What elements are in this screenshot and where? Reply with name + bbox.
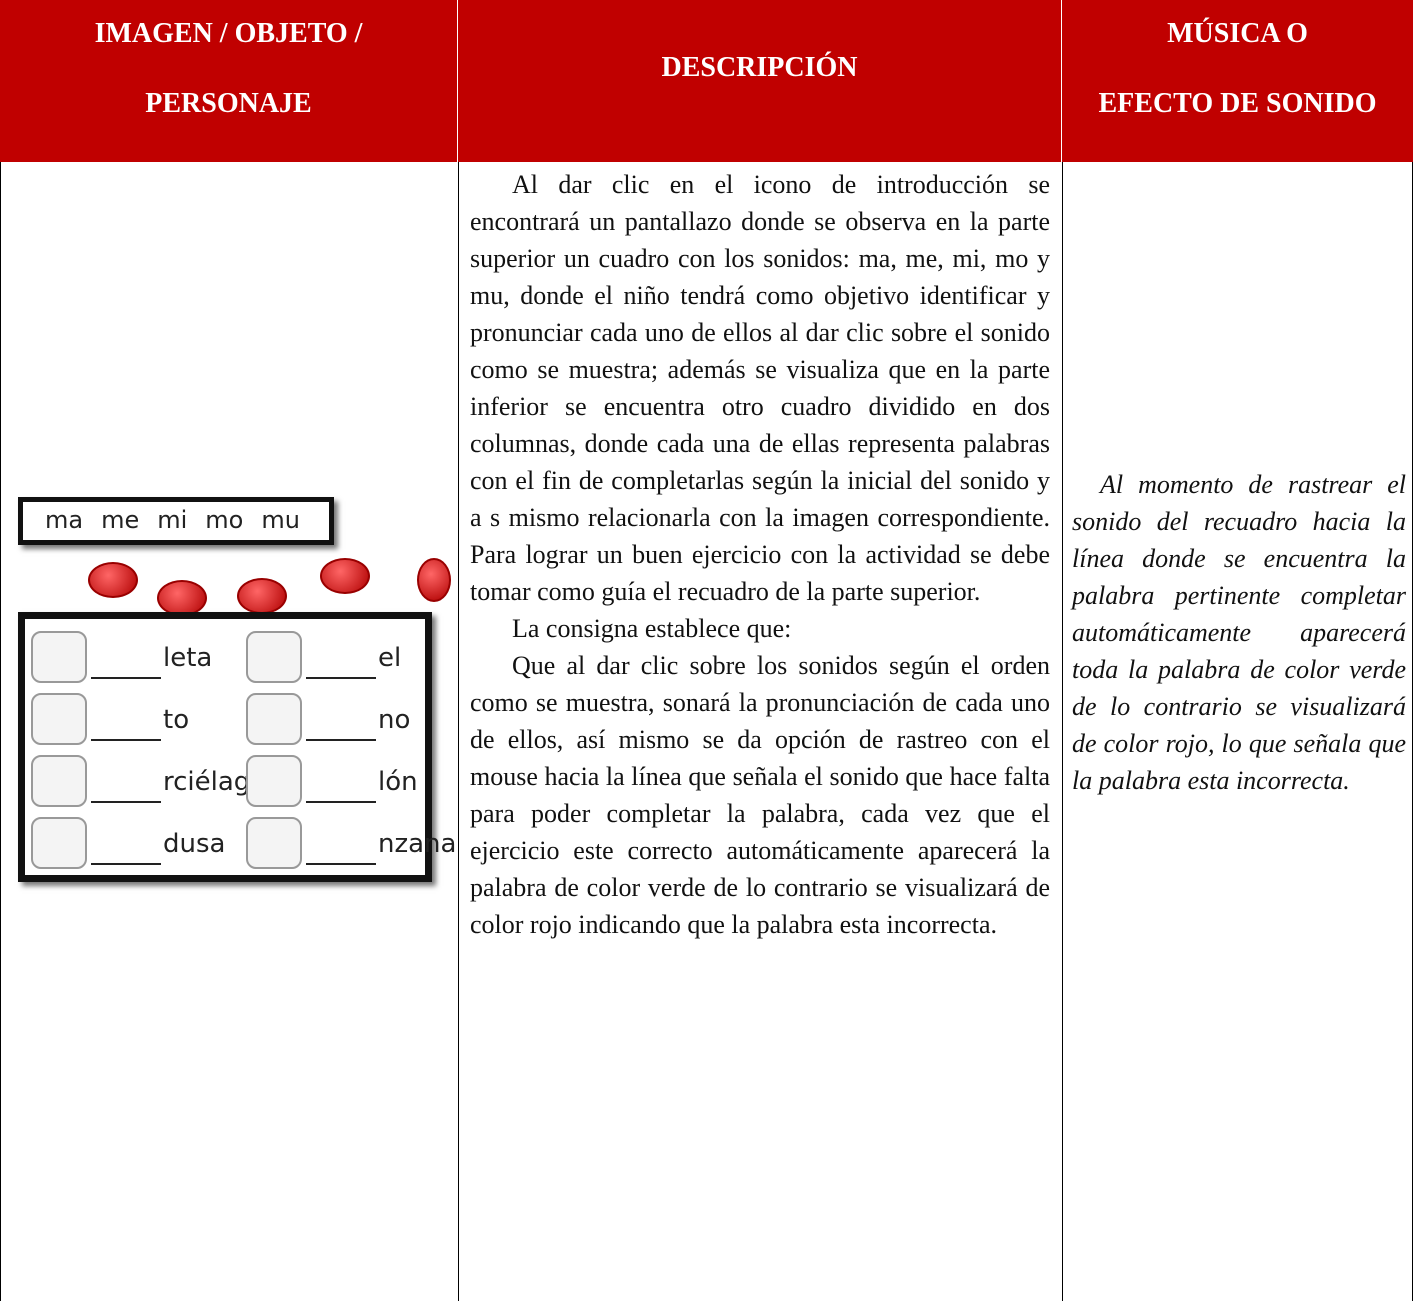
- word-picture: [246, 693, 302, 745]
- word-picture: [246, 755, 302, 807]
- word-blank: [91, 863, 161, 865]
- paragraph: La consigna establece que:: [512, 614, 792, 643]
- syllable-box: ma me mi mo mu: [18, 497, 334, 545]
- header-cell: MÚSICA O EFECTO DE SONIDO: [1062, 0, 1413, 162]
- header-text: EFECTO DE SONIDO: [1098, 88, 1377, 119]
- word: nzana: [378, 829, 457, 859]
- paragraph: Que al dar clic sobre los sonidos según …: [470, 651, 1050, 939]
- word-picture: [31, 755, 87, 807]
- header-text: PERSONAJE: [145, 88, 312, 119]
- word: to: [163, 705, 190, 735]
- word-picture: [246, 631, 302, 683]
- word: lón: [378, 767, 418, 797]
- word: dusa: [163, 829, 226, 859]
- word: no: [378, 705, 411, 735]
- speaker-icon: [237, 578, 287, 614]
- word-picture: [31, 631, 87, 683]
- border: [458, 162, 459, 1301]
- words-box: leta el to no rciélago lón dusa nzana: [18, 612, 456, 882]
- speaker-icon: [88, 562, 138, 598]
- word: el: [378, 643, 402, 673]
- word-blank: [306, 739, 376, 741]
- header-text: MÚSICA O: [1167, 18, 1308, 49]
- header-text: DESCRIPCIÓN: [661, 52, 858, 83]
- word-picture: [246, 817, 302, 869]
- paragraph: Al dar clic en el icono de introducción …: [470, 170, 1050, 606]
- description: Al dar clic en el icono de introducción …: [470, 166, 1050, 943]
- header-cell: IMAGEN / OBJETO / PERSONAJE: [0, 0, 458, 162]
- word-blank: [306, 863, 376, 865]
- border: [1062, 162, 1063, 1301]
- speaker-icon: [157, 580, 207, 616]
- word-picture: [31, 817, 87, 869]
- syllable: mi: [157, 506, 188, 534]
- sound-text: Al momento de rastrear el sonido del rec…: [1072, 466, 1406, 799]
- syllable: mu: [261, 506, 300, 534]
- syllable: mo: [205, 506, 244, 534]
- speaker-icon: [320, 558, 370, 594]
- border: [0, 162, 1, 1301]
- word-blank: [306, 677, 376, 679]
- word-blank: [91, 677, 161, 679]
- speaker-icon: [417, 558, 451, 602]
- syllable: me: [101, 506, 140, 534]
- header-text: IMAGEN / OBJETO /: [94, 18, 363, 49]
- word-blank: [91, 801, 161, 803]
- syllable: ma: [45, 506, 84, 534]
- syllables: ma me mi mo mu: [45, 506, 318, 534]
- header-cell: DESCRIPCIÓN: [458, 0, 1062, 162]
- word-blank: [306, 801, 376, 803]
- sound-description: Al momento de rastrear el sonido del rec…: [1072, 470, 1406, 795]
- word: leta: [163, 643, 213, 673]
- word-picture: [31, 693, 87, 745]
- word-blank: [91, 739, 161, 741]
